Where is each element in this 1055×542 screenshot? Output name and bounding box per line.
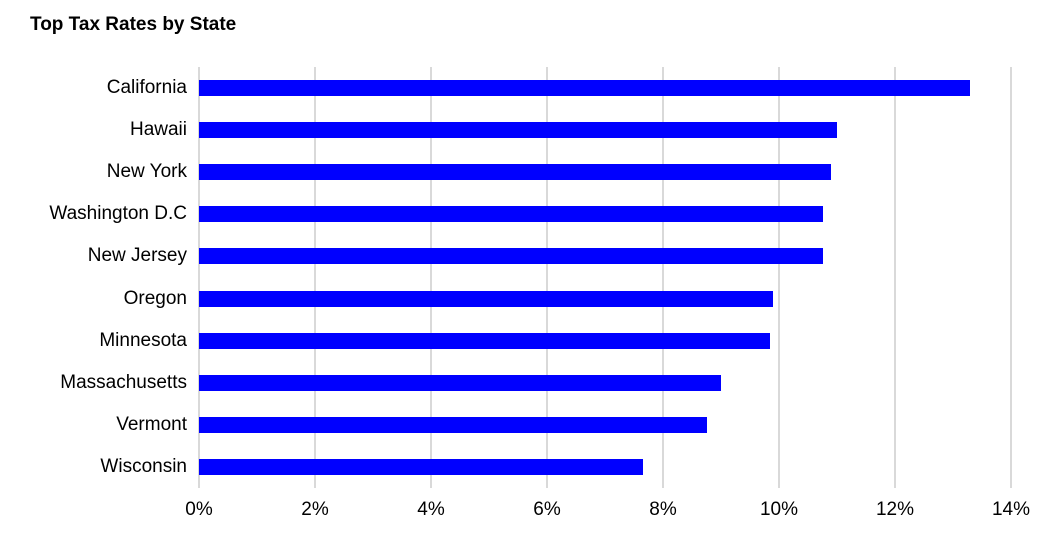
plot-area bbox=[198, 67, 1012, 488]
bar-vermont bbox=[199, 416, 707, 433]
category-label-washington-d-c: Washington D.C bbox=[49, 203, 187, 225]
gridline-12% bbox=[894, 67, 896, 488]
category-label-oregon: Oregon bbox=[123, 287, 187, 309]
category-label-wisconsin: Wisconsin bbox=[100, 455, 187, 477]
bar-new-york bbox=[199, 164, 832, 181]
category-label-vermont: Vermont bbox=[116, 413, 187, 435]
gridline-6% bbox=[546, 67, 548, 488]
bar-massachusetts bbox=[199, 374, 721, 391]
x-tick-label-4%: 4% bbox=[417, 499, 445, 520]
gridline-2% bbox=[314, 67, 316, 488]
category-label-new-jersey: New Jersey bbox=[87, 245, 187, 267]
bar-hawaii bbox=[199, 122, 837, 139]
chart-title: Top Tax Rates by State bbox=[30, 14, 237, 35]
x-tick-label-14%: 14% bbox=[991, 499, 1031, 520]
category-label-california: California bbox=[106, 77, 187, 99]
bar-california bbox=[199, 80, 971, 97]
bar-minnesota bbox=[199, 332, 771, 349]
gridline-14% bbox=[1010, 67, 1012, 488]
x-tick-label-12%: 12% bbox=[875, 499, 915, 520]
bar-oregon bbox=[199, 290, 774, 307]
x-tick-label-6%: 6% bbox=[533, 499, 561, 520]
category-label-minnesota: Minnesota bbox=[99, 329, 187, 351]
x-tick-label-10%: 10% bbox=[759, 499, 799, 520]
gridline-0% bbox=[198, 67, 200, 488]
x-tick-label-0%: 0% bbox=[185, 499, 213, 520]
gridline-10% bbox=[778, 67, 780, 488]
x-tick-label-2%: 2% bbox=[301, 499, 329, 520]
bar-washington-d-c bbox=[199, 206, 823, 223]
bar-wisconsin bbox=[199, 458, 643, 475]
category-label-new-york: New York bbox=[106, 161, 187, 183]
gridline-8% bbox=[662, 67, 664, 488]
category-label-hawaii: Hawaii bbox=[129, 119, 187, 141]
gridline-4% bbox=[430, 67, 432, 488]
bar-new-jersey bbox=[199, 248, 823, 265]
category-label-massachusetts: Massachusetts bbox=[60, 371, 187, 393]
x-tick-label-8%: 8% bbox=[649, 499, 677, 520]
